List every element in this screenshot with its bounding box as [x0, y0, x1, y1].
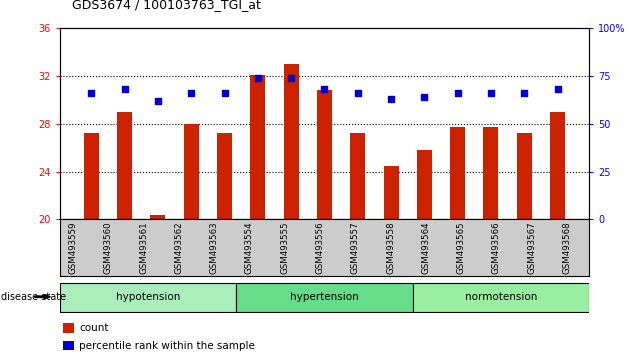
Bar [350, 133, 365, 219]
Point [553, 87, 563, 92]
FancyBboxPatch shape [413, 283, 589, 312]
Text: GSM493557: GSM493557 [351, 221, 360, 274]
Bar [84, 133, 99, 219]
Bar [151, 215, 166, 219]
FancyBboxPatch shape [236, 283, 413, 312]
Bar [384, 166, 399, 219]
Point [86, 91, 96, 96]
Text: count: count [79, 323, 108, 333]
Text: GSM493555: GSM493555 [280, 221, 289, 274]
Text: GSM493567: GSM493567 [527, 221, 536, 274]
Bar [517, 133, 532, 219]
Text: GSM493554: GSM493554 [245, 221, 254, 274]
Bar [550, 112, 565, 219]
Point [153, 98, 163, 104]
Point [253, 75, 263, 81]
Text: GDS3674 / 100103763_TGI_at: GDS3674 / 100103763_TGI_at [72, 0, 261, 11]
Text: normotension: normotension [465, 292, 537, 302]
Bar [417, 150, 432, 219]
Point [486, 91, 496, 96]
Text: GSM493562: GSM493562 [175, 221, 183, 274]
Bar [63, 341, 74, 350]
Point [452, 91, 462, 96]
Text: hypertension: hypertension [290, 292, 359, 302]
Text: hypotension: hypotension [116, 292, 180, 302]
Text: GSM493559: GSM493559 [69, 221, 77, 274]
Text: GSM493566: GSM493566 [492, 221, 501, 274]
FancyBboxPatch shape [60, 283, 236, 312]
Bar [217, 133, 232, 219]
Point [353, 91, 363, 96]
Text: GSM493568: GSM493568 [563, 221, 571, 274]
Point [120, 87, 130, 92]
Text: percentile rank within the sample: percentile rank within the sample [79, 341, 255, 350]
Point [186, 91, 197, 96]
Bar [117, 112, 132, 219]
Point [386, 96, 396, 102]
Text: GSM493558: GSM493558 [386, 221, 395, 274]
Bar [317, 91, 332, 219]
Bar [250, 75, 265, 219]
Text: GSM493564: GSM493564 [421, 221, 430, 274]
Point [286, 75, 296, 81]
Point [519, 91, 529, 96]
Point [420, 94, 430, 100]
Point [319, 87, 329, 92]
Bar [184, 124, 199, 219]
Bar [450, 127, 465, 219]
Bar [284, 64, 299, 219]
Bar [63, 323, 74, 333]
Text: GSM493561: GSM493561 [139, 221, 148, 274]
Bar [483, 127, 498, 219]
Point [219, 91, 229, 96]
Text: GSM493560: GSM493560 [104, 221, 113, 274]
Text: disease state: disease state [1, 292, 66, 302]
Text: GSM493565: GSM493565 [457, 221, 466, 274]
Text: GSM493556: GSM493556 [316, 221, 324, 274]
Text: GSM493563: GSM493563 [210, 221, 219, 274]
